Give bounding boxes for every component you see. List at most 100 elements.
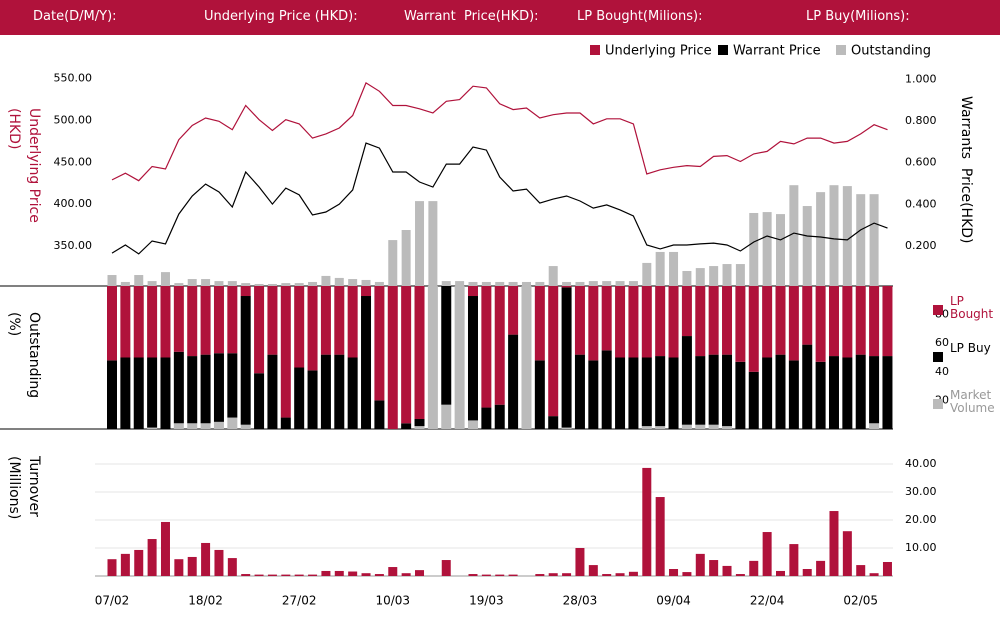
stacked-bar bbox=[481, 286, 492, 408]
tick-label: 0.600 bbox=[905, 156, 937, 169]
stacked-bar bbox=[788, 286, 799, 361]
stacked-bar bbox=[334, 354, 345, 429]
stacked-bar bbox=[187, 356, 198, 424]
stacked-bar bbox=[254, 286, 265, 374]
stacked-bar bbox=[441, 286, 452, 405]
stacked-bar bbox=[307, 286, 318, 371]
turnover-bar bbox=[201, 542, 211, 576]
stacked-bar bbox=[574, 354, 585, 429]
stacked-bar bbox=[200, 423, 211, 429]
outstanding-bar bbox=[628, 281, 638, 286]
legend-swatch bbox=[933, 305, 943, 315]
turnover-bar bbox=[642, 467, 652, 576]
outstanding-bar bbox=[548, 266, 558, 286]
turnover-bar bbox=[548, 573, 558, 576]
stacked-bar bbox=[681, 424, 692, 429]
turnover-bar bbox=[602, 574, 612, 576]
y2-axis-label: Warrants Price(HKD) bbox=[958, 96, 974, 244]
turnover-bar bbox=[495, 574, 505, 576]
stacked-bar bbox=[187, 423, 198, 429]
turnover-bar bbox=[562, 573, 572, 576]
tick-label: 450.00 bbox=[54, 155, 93, 168]
outstanding-bar bbox=[856, 194, 866, 286]
stacked-bar bbox=[695, 424, 706, 429]
stacked-bar bbox=[173, 423, 184, 429]
stacked-bar bbox=[628, 357, 639, 429]
stacked-bar bbox=[828, 286, 839, 357]
outstanding-bar bbox=[521, 281, 531, 286]
outstanding-bar bbox=[348, 279, 358, 286]
outstanding-bar bbox=[428, 201, 438, 286]
turnover-bar bbox=[321, 570, 331, 576]
outstanding-bar bbox=[682, 270, 692, 286]
stacked-bar bbox=[681, 286, 692, 337]
stacked-bar bbox=[160, 357, 171, 429]
outstanding-bar bbox=[107, 275, 117, 286]
turnover-bar bbox=[682, 572, 692, 576]
tick-label: 0.800 bbox=[905, 114, 937, 127]
stacked-bar bbox=[120, 357, 131, 429]
stacked-bar bbox=[200, 354, 211, 424]
turnover-bar bbox=[107, 559, 117, 576]
stacked-bar bbox=[267, 354, 278, 429]
stacked-bar bbox=[294, 286, 305, 368]
stacked-bar bbox=[107, 286, 117, 361]
stacked-bar bbox=[347, 357, 358, 429]
legend-label: Market Volume bbox=[950, 388, 995, 415]
stacked-bar bbox=[414, 426, 425, 429]
outstanding-bar bbox=[642, 262, 652, 286]
turnover-bar bbox=[174, 559, 184, 576]
turnover-bar bbox=[789, 544, 799, 576]
stacked-bar bbox=[708, 424, 719, 429]
stacked-bar bbox=[240, 286, 251, 297]
stacked-bar bbox=[655, 356, 666, 427]
stacked-bar bbox=[401, 423, 412, 429]
turnover-bar bbox=[120, 553, 130, 576]
stacked-bar bbox=[668, 286, 679, 358]
turnover-bar bbox=[468, 574, 478, 576]
outstanding-bar bbox=[374, 281, 384, 286]
stacked-bar bbox=[561, 427, 572, 429]
stacked-bar bbox=[762, 286, 773, 358]
line bbox=[111, 142, 888, 255]
tick-label: 40 bbox=[935, 365, 949, 378]
stacked-bar bbox=[748, 371, 759, 429]
turnover-bar bbox=[842, 531, 852, 576]
stacked-bar bbox=[601, 286, 612, 351]
stacked-bar bbox=[173, 286, 184, 352]
outstanding-bar bbox=[669, 251, 679, 286]
stacked-bar bbox=[641, 357, 652, 427]
turnover-bar bbox=[669, 569, 679, 576]
stacked-bar bbox=[307, 370, 318, 429]
turnover-bar bbox=[722, 565, 732, 576]
tick-label: 60 bbox=[935, 336, 949, 349]
outstanding-bar bbox=[308, 281, 318, 286]
outstanding-bar bbox=[455, 281, 465, 286]
outstanding-bar bbox=[294, 283, 304, 286]
turnover-bar bbox=[134, 549, 144, 576]
tick-label: 40.00 bbox=[905, 457, 937, 470]
stacked-bar bbox=[628, 286, 639, 358]
stacked-bar bbox=[548, 286, 559, 417]
outstanding-bar bbox=[254, 283, 264, 286]
stacked-bar bbox=[855, 286, 866, 355]
turnover-bar bbox=[388, 567, 398, 576]
stacked-bar bbox=[748, 286, 759, 372]
outstanding-bar bbox=[776, 214, 785, 286]
turnover-bar bbox=[254, 574, 264, 576]
stacked-bar bbox=[708, 286, 719, 355]
legend-swatch bbox=[933, 399, 943, 409]
tick-label: 550.00 bbox=[54, 72, 93, 85]
x-tick-label: 28/03 bbox=[563, 594, 598, 608]
stacked-bar bbox=[722, 286, 733, 355]
turnover-bar bbox=[415, 570, 425, 576]
y-axis-label: Underlying Price (HKD) bbox=[6, 108, 42, 223]
outstanding-bar bbox=[655, 251, 665, 286]
stacked-bar bbox=[227, 286, 238, 354]
outstanding-bar bbox=[816, 192, 826, 286]
outstanding-bar bbox=[562, 281, 572, 286]
outstanding-bar bbox=[735, 264, 745, 286]
stacked-bar bbox=[133, 357, 144, 429]
outstanding-bar bbox=[749, 212, 759, 286]
